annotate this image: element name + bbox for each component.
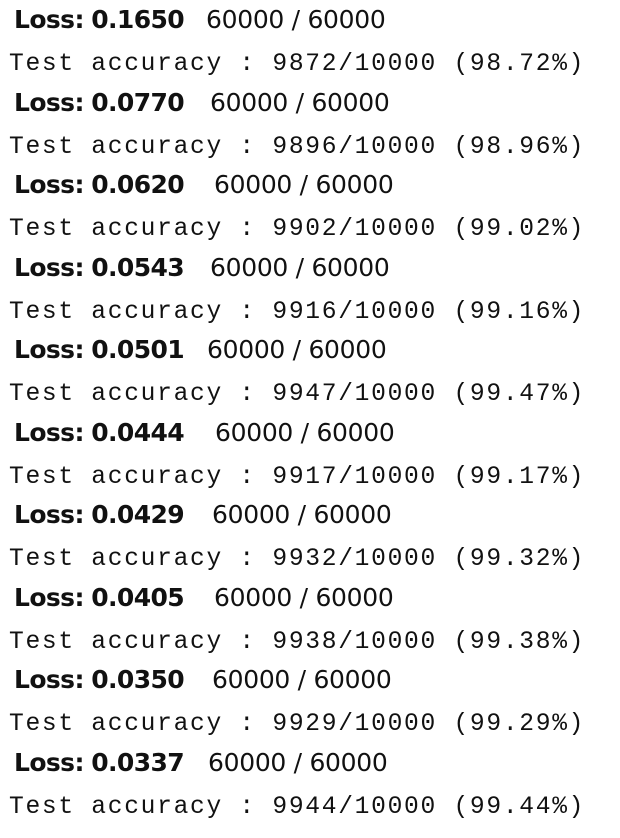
test-accuracy-line: Test accuracy : 9944/10000 (99.44%): [9, 793, 586, 821]
loss-line: Loss: 0.0501 60000 / 60000: [14, 335, 387, 365]
accuracy-percent: (99.32%): [453, 546, 586, 573]
correct-count: 9947: [272, 381, 339, 408]
loss-value: 0.0620: [91, 170, 185, 199]
loss-line: Loss: 0.0444 60000 / 60000: [14, 417, 395, 448]
loss-value: 0.0350: [91, 665, 185, 694]
loss-label: Loss:: [14, 87, 84, 117]
loss-label: Loss:: [14, 747, 84, 777]
correct-count: 9902: [272, 216, 339, 243]
total-count: 10000: [354, 381, 437, 408]
loss-label: Loss:: [14, 252, 84, 282]
test-accuracy-line: Test accuracy : 9917/10000 (99.17%): [9, 463, 586, 491]
test-accuracy-label: Test accuracy :: [9, 546, 256, 573]
test-accuracy-label: Test accuracy :: [9, 793, 256, 821]
progress-count: 60000 / 60000: [212, 665, 392, 694]
total-count: 10000: [354, 711, 437, 738]
correct-count: 9916: [272, 298, 339, 326]
loss-value: 0.1650: [91, 5, 185, 34]
loss-value: 0.0337: [91, 747, 185, 777]
loss-line: Loss: 0.0337 60000 / 60000: [14, 747, 388, 778]
progress-count: 60000 / 60000: [214, 582, 394, 612]
total-count: 10000: [354, 216, 437, 243]
correct-count: 9872: [272, 51, 339, 78]
test-accuracy-line: Test accuracy : 9916/10000 (99.16%): [9, 298, 586, 326]
correct-count: 9938: [272, 628, 339, 656]
progress-count: 60000 / 60000: [214, 170, 394, 199]
test-accuracy-line: Test accuracy : 9929/10000 (99.29%): [9, 711, 586, 738]
correct-count: 9917: [272, 463, 339, 491]
loss-value: 0.0543: [91, 252, 185, 282]
test-accuracy-line: Test accuracy : 9947/10000 (99.47%): [9, 381, 586, 408]
total-count: 10000: [354, 298, 437, 326]
test-accuracy-label: Test accuracy :: [9, 381, 256, 408]
correct-count: 9932: [272, 546, 339, 573]
test-accuracy-label: Test accuracy :: [9, 51, 256, 78]
loss-value: 0.0429: [91, 500, 185, 529]
total-count: 10000: [354, 546, 437, 573]
correct-count: 9896: [272, 133, 339, 161]
progress-count: 60000 / 60000: [208, 747, 388, 777]
correct-count: 9929: [272, 711, 339, 738]
test-accuracy-label: Test accuracy :: [9, 133, 256, 161]
accuracy-percent: (99.17%): [453, 463, 586, 491]
accuracy-percent: (99.02%): [453, 216, 586, 243]
test-accuracy-label: Test accuracy :: [9, 711, 256, 738]
loss-line: Loss: 0.1650 60000 / 60000: [14, 5, 386, 35]
loss-line: Loss: 0.0620 60000 / 60000: [14, 170, 394, 200]
correct-count: 9944: [272, 793, 339, 821]
loss-label: Loss:: [14, 500, 84, 529]
test-accuracy-label: Test accuracy :: [9, 628, 256, 656]
loss-line: Loss: 0.0770 60000 / 60000: [14, 87, 390, 118]
loss-label: Loss:: [14, 417, 84, 447]
loss-label: Loss:: [14, 335, 84, 364]
progress-count: 60000 / 60000: [206, 5, 386, 34]
loss-line: Loss: 0.0543 60000 / 60000: [14, 252, 390, 283]
test-accuracy-line: Test accuracy : 9902/10000 (99.02%): [9, 216, 586, 243]
total-count: 10000: [354, 628, 437, 656]
progress-count: 60000 / 60000: [207, 335, 387, 364]
loss-value: 0.0770: [91, 87, 185, 117]
loss-value: 0.0444: [91, 417, 185, 447]
accuracy-percent: (99.38%): [453, 628, 586, 656]
total-count: 10000: [354, 133, 437, 161]
loss-label: Loss:: [14, 665, 84, 694]
loss-label: Loss:: [14, 170, 84, 199]
test-accuracy-line: Test accuracy : 9896/10000 (98.96%): [9, 133, 586, 161]
loss-line: Loss: 0.0350 60000 / 60000: [14, 665, 392, 695]
accuracy-percent: (99.47%): [453, 381, 586, 408]
progress-count: 60000 / 60000: [210, 252, 390, 282]
test-accuracy-line: Test accuracy : 9872/10000 (98.72%): [9, 51, 586, 78]
accuracy-percent: (98.72%): [453, 51, 586, 78]
progress-count: 60000 / 60000: [215, 417, 395, 447]
progress-count: 60000 / 60000: [210, 87, 390, 117]
accuracy-percent: (99.29%): [453, 711, 586, 738]
accuracy-percent: (98.96%): [453, 133, 586, 161]
loss-value: 0.0405: [91, 582, 185, 612]
test-accuracy-line: Test accuracy : 9938/10000 (99.38%): [9, 628, 586, 656]
test-accuracy-label: Test accuracy :: [9, 463, 256, 491]
loss-value: 0.0501: [91, 335, 185, 364]
accuracy-percent: (99.16%): [453, 298, 586, 326]
test-accuracy-label: Test accuracy :: [9, 216, 256, 243]
total-count: 10000: [354, 463, 437, 491]
loss-label: Loss:: [14, 5, 84, 34]
test-accuracy-label: Test accuracy :: [9, 298, 256, 326]
total-count: 10000: [354, 51, 437, 78]
loss-line: Loss: 0.0405 60000 / 60000: [14, 582, 394, 613]
test-accuracy-line: Test accuracy : 9932/10000 (99.32%): [9, 546, 586, 573]
progress-count: 60000 / 60000: [212, 500, 392, 529]
loss-label: Loss:: [14, 582, 84, 612]
total-count: 10000: [354, 793, 437, 821]
loss-line: Loss: 0.0429 60000 / 60000: [14, 500, 392, 530]
accuracy-percent: (99.44%): [453, 793, 586, 821]
